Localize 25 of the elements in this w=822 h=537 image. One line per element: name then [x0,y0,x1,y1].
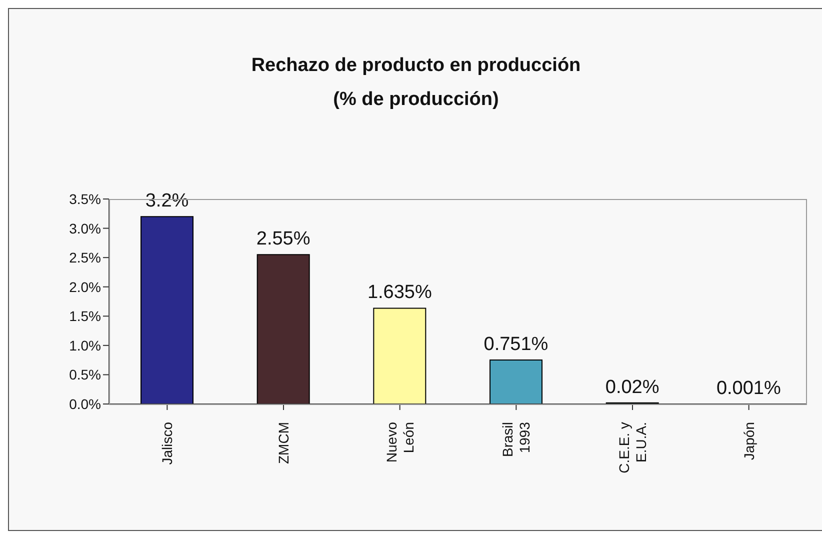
x-tick-label: ZMCM [276,422,292,464]
x-tick-label: Japón [740,422,757,460]
bar [373,308,426,404]
data-label: 2.55% [256,228,310,250]
x-tick-label: Brasil 1993 [500,422,533,458]
y-tick-label: 3.5% [69,190,101,207]
x-tick-label: C.E.E. y E.U.A. [616,422,649,474]
chart-title: Rechazo de producto en producción [250,54,582,78]
x-tick-label: Jalisco [159,422,176,465]
y-tick-label: 1.5% [69,308,101,324]
bar [256,254,310,404]
chart-subtitle: (% de producción) [332,88,500,112]
x-tick-label: Nuevo León [383,422,416,462]
bar [490,360,542,404]
y-tick-label: 2.5% [69,250,101,266]
y-tick-label: 3.0% [69,220,101,236]
y-tick-label: 1.0% [69,337,101,354]
data-label: 0.751% [484,334,548,356]
y-tick-label: 0.5% [69,366,101,383]
data-label: 0.02% [605,376,660,398]
data-label: 1.635% [367,282,432,304]
y-tick-label: 2.0% [69,278,101,295]
y-tick-label: 0.0% [69,396,101,412]
bar [140,216,194,404]
data-label: 0.001% [716,378,781,399]
